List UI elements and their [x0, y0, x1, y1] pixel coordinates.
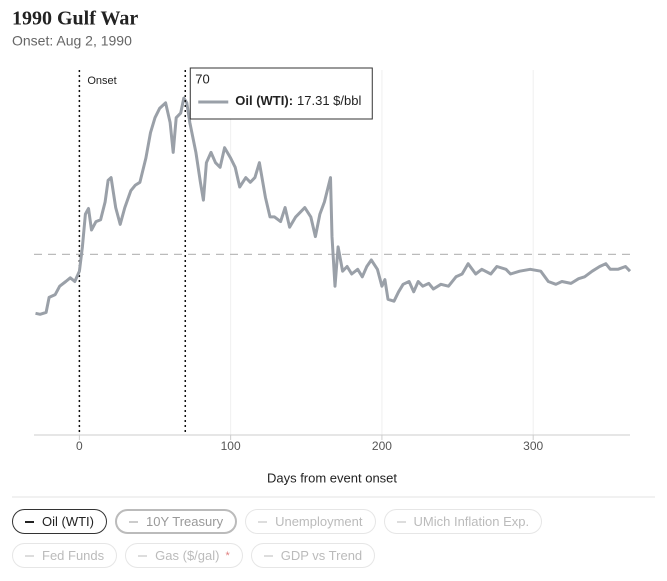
tooltip-series: Oil (WTI): — [235, 93, 293, 108]
chart-title: 1990 Gulf War — [12, 8, 138, 30]
toggle-label: Unemployment — [275, 514, 363, 529]
tooltip-value: 17.31 $/bbl — [297, 93, 361, 108]
series-toggle[interactable]: GDP vs Trend — [250, 543, 376, 568]
data-line — [35, 96, 632, 316]
toggle-label: Fed Funds — [42, 548, 105, 563]
series-toggle[interactable]: 10Y Treasury — [114, 509, 238, 534]
series-toggle[interactable]: Fed Funds — [12, 543, 118, 568]
series-toggle[interactable]: Gas ($/gal) * — [125, 543, 243, 568]
tooltip-text: Oil (WTI): 17.31 $/bbl — [235, 93, 361, 108]
chart-subtitle: Onset: Aug 2, 1990 — [12, 33, 132, 49]
x-tick-label: 0 — [76, 439, 83, 453]
tooltip-box — [189, 67, 373, 120]
toggle-swatch — [25, 520, 34, 523]
toggle-swatch — [128, 520, 138, 523]
series-toggles: Oil (WTI) 10Y Treasury Unemployment UMich I… — [12, 509, 652, 568]
x-axis-label: Days from event onset — [267, 470, 397, 485]
toggle-label: Oil (WTI) — [42, 514, 94, 529]
series-toggle[interactable]: Unemployment — [245, 509, 376, 534]
x-tick-label: 200 — [372, 439, 392, 453]
toggle-label: GDP vs Trend — [280, 548, 363, 563]
series-toggle[interactable]: Oil (WTI) — [12, 509, 107, 534]
x-tick-label: 100 — [221, 439, 241, 453]
toggle-marker: * — [225, 549, 230, 562]
x-tick-label: 300 — [523, 439, 543, 453]
toggle-swatch — [258, 520, 268, 523]
toggle-label: UMich Inflation Exp. — [413, 514, 530, 529]
event-label: Onset — [87, 75, 116, 87]
chart: 1990 Gulf War Onset: Aug 2, 1990 0 100 200… — [12, 8, 655, 498]
toggle-label: Gas ($/gal) — [155, 548, 220, 563]
toggle-label: 10Y Treasury — [145, 514, 224, 529]
series-toggle[interactable]: UMich Inflation Exp. — [383, 509, 543, 534]
toggle-swatch — [396, 520, 406, 523]
toggle-swatch — [138, 554, 148, 557]
tooltip-title: 70 — [195, 71, 209, 86]
toggle-swatch — [25, 554, 34, 557]
toggle-swatch — [263, 554, 273, 557]
